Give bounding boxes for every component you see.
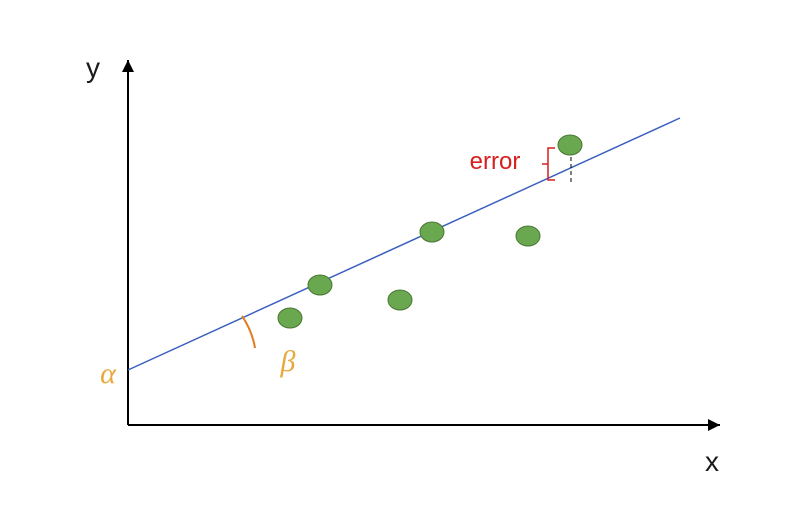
data-point <box>388 290 412 310</box>
alpha-label: α <box>100 357 116 391</box>
data-point <box>516 226 540 246</box>
y-axis-label: y <box>86 52 100 84</box>
error-label: error <box>470 148 521 176</box>
data-point <box>420 222 444 242</box>
svg-layer <box>0 0 810 523</box>
data-point <box>558 135 582 155</box>
slope-angle-arc <box>242 316 255 348</box>
x-axis-label: x <box>705 446 719 478</box>
data-point <box>308 275 332 295</box>
y-axis-arrow <box>122 60 134 72</box>
regression-diagram: y x α β error <box>0 0 810 523</box>
regression-line <box>128 118 680 370</box>
data-point <box>278 308 302 328</box>
x-axis-arrow <box>708 419 720 431</box>
beta-label: β <box>281 345 296 379</box>
